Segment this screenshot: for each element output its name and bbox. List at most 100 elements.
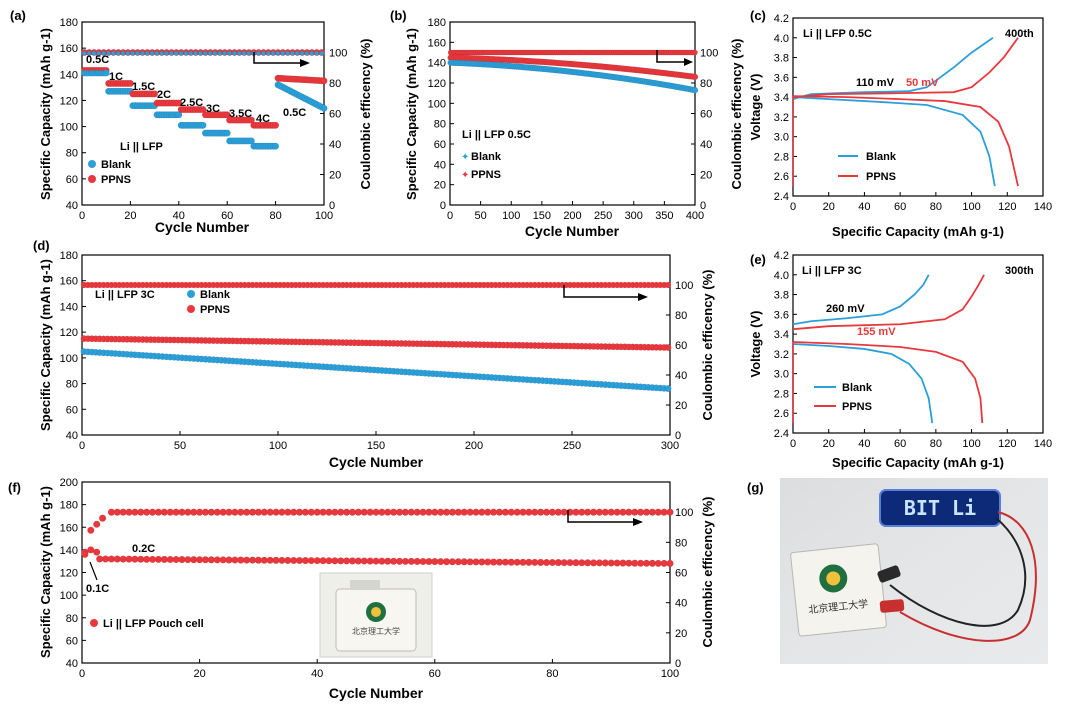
blank-capacity-point xyxy=(272,142,280,150)
blank-capacity-point xyxy=(320,104,328,112)
y2-tick-label: 20 xyxy=(700,170,712,182)
x-tick-label: 40 xyxy=(858,438,870,450)
panel-a-y2label: Coulombic efficency (%) xyxy=(358,39,373,190)
ppns-ce-point xyxy=(87,526,95,534)
blank-ce-point xyxy=(319,50,324,56)
y-tick-label: 4.2 xyxy=(774,13,789,25)
y-tick-label: 2.8 xyxy=(774,388,789,400)
ppns-charge-curve xyxy=(792,37,1019,99)
panel-b-legend-title: Li || LFP 0.5C xyxy=(462,129,531,141)
y2-tick-label: 60 xyxy=(329,109,341,121)
y-tick-label: 180 xyxy=(60,250,78,262)
inset-pouch-logo-center xyxy=(371,607,381,617)
panel-a: (a) 0 20 40 60 80 100 40 60 80 100 120 140 160 180 0 20… xyxy=(10,8,373,235)
y-tick-label: 180 xyxy=(60,17,78,29)
ppns-ce-point xyxy=(93,520,101,528)
y-tick-label: 80 xyxy=(66,613,78,625)
x-tick-label: 250 xyxy=(594,210,612,222)
blank-capacity-point xyxy=(199,121,207,129)
panel-a-marks xyxy=(80,49,328,150)
blank-capacity-point xyxy=(664,385,672,392)
ppns-ce-point xyxy=(666,508,674,516)
y-tick-label: 3.6 xyxy=(774,309,789,321)
rate-label-2c: 2C xyxy=(157,89,171,101)
panel-e-legend-blank: Blank xyxy=(842,382,873,394)
panel-g: (g) BIT Li 北京理工大学 xyxy=(747,478,1048,664)
panel-c-label: (c) xyxy=(750,8,766,23)
x-tick-label: 60 xyxy=(894,438,906,450)
panel-b-ticks: 0 50 100 150 200 250 300 350 4000204060801001201… xyxy=(428,17,719,222)
x-tick-label: 200 xyxy=(563,210,581,222)
y-tick-label: 60 xyxy=(66,174,78,186)
x-tick-label: 0 xyxy=(447,210,453,222)
rate-label-1c: 1C xyxy=(109,71,123,83)
x-tick-label: 0 xyxy=(79,668,85,680)
x-tick-label: 100 xyxy=(661,668,679,680)
rate-label-3.5c: 3.5C xyxy=(229,108,252,120)
blank-capacity-point xyxy=(691,86,699,94)
y-tick-label: 80 xyxy=(66,379,78,391)
y-tick-label: 140 xyxy=(60,69,78,81)
y2-tick-label: 80 xyxy=(675,310,687,322)
panel-f-arrow xyxy=(567,510,633,523)
y2-tick-label: 100 xyxy=(675,280,693,292)
y2-tick-label: 0 xyxy=(329,200,335,212)
rate-label-0.5c: 0.5C xyxy=(86,54,109,66)
y-tick-label: 100 xyxy=(60,122,78,134)
x-tick-label: 400 xyxy=(686,210,704,222)
blank-discharge-curve xyxy=(792,343,934,424)
panel-f-rate-pointer xyxy=(89,561,98,581)
y-tick-label: 2.8 xyxy=(774,151,789,163)
rate-label-1.5c: 1.5C xyxy=(132,81,155,93)
x-tick-label: 140 xyxy=(1034,438,1052,450)
panel-b-arrow xyxy=(656,50,684,63)
panel-d-legend-blank-marker xyxy=(187,290,195,298)
y-tick-label: 160 xyxy=(60,276,78,288)
panel-a-legend-blank-marker xyxy=(88,160,96,168)
y2-tick-label: 40 xyxy=(675,598,687,610)
x-tick-label: 60 xyxy=(221,210,233,222)
y-tick-label: 2.4 xyxy=(774,428,789,440)
panel-b-legend-blank: Blank xyxy=(471,151,502,163)
black-wire xyxy=(889,517,1027,627)
y-tick-label: 140 xyxy=(60,545,78,557)
x-tick-label: 0 xyxy=(790,201,796,213)
y-tick-label: 180 xyxy=(60,500,78,512)
x-tick-label: 100 xyxy=(962,438,980,450)
ppns-ce-point xyxy=(664,281,672,289)
x-tick-label: 150 xyxy=(533,210,551,222)
y-tick-label: 140 xyxy=(428,58,446,70)
y-tick-label: 60 xyxy=(66,635,78,647)
x-tick-label: 300 xyxy=(661,440,679,452)
panel-e: (e) 0 20 40 60 80 100 120 140 2.4 2.6 2.8 3.0 3.2 3.4… xyxy=(748,250,1052,470)
y-tick-label: 0 xyxy=(440,200,446,212)
y-tick-label: 100 xyxy=(60,353,78,365)
panel-c: (c) 0 20 40 60 80 100 120 140 2.4 2.6 2.8 3.0 3.2 3.4… xyxy=(748,8,1052,239)
y-tick-label: 3.4 xyxy=(774,92,789,104)
panel-d-marks xyxy=(80,281,672,392)
x-tick-label: 80 xyxy=(930,201,942,213)
y2-tick-label: 20 xyxy=(675,628,687,640)
panel-a-arrow xyxy=(253,52,300,64)
panel-f-inset-photo: 北京理工大学 xyxy=(319,572,433,658)
ppns-capacity-point xyxy=(666,559,674,568)
black-clip xyxy=(877,565,901,583)
ppns-capacity-point xyxy=(126,79,134,87)
x-tick-label: 50 xyxy=(174,440,186,452)
ppns-discharge-curve xyxy=(792,341,984,424)
panel-e-xlabel: Specific Capacity (mAh g-1) xyxy=(832,455,1004,470)
y2-tick-label: 20 xyxy=(329,170,341,182)
y2-tick-label: 0 xyxy=(700,200,706,212)
panel-c-annotation-blank: 110 mV xyxy=(856,77,895,89)
panel-d-label: (d) xyxy=(33,238,50,253)
ppns-capacity-point xyxy=(664,344,672,351)
panel-f-legend-marker xyxy=(90,619,98,627)
y-tick-label: 2.6 xyxy=(774,408,789,420)
panel-d: (d) 0 50 100 150 200 250 300406080100120140160… xyxy=(33,238,715,470)
x-tick-label: 80 xyxy=(546,668,558,680)
ppns-ce-point xyxy=(81,550,89,559)
x-tick-label: 20 xyxy=(193,668,205,680)
panel-b-arrow-head xyxy=(684,58,693,66)
panel-e-label: (e) xyxy=(750,252,766,267)
